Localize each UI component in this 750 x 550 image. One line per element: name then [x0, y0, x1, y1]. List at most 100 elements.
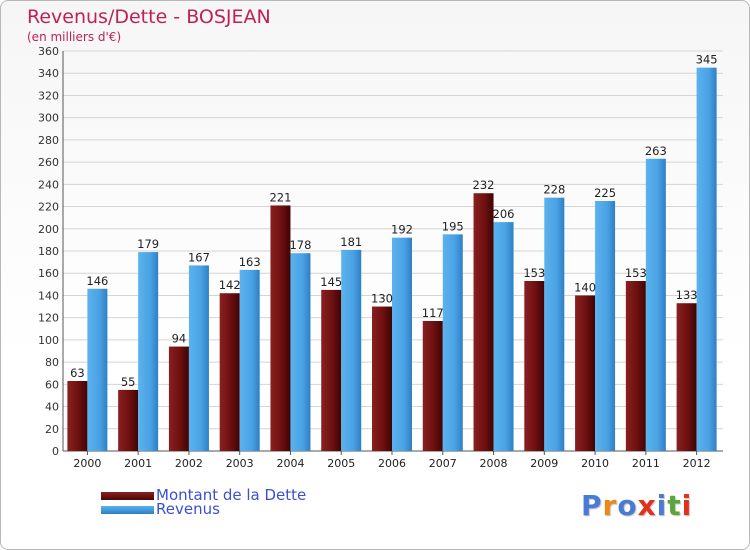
x-tick-label: 2003 — [226, 457, 254, 470]
data-label-debt: 94 — [172, 332, 187, 346]
x-tick-label: 2001 — [124, 457, 152, 470]
chart-subtitle: (en milliers d'€) — [27, 30, 122, 44]
bar-revenus — [239, 269, 260, 451]
logo-letter: r — [602, 489, 618, 522]
bar-debt — [524, 281, 545, 451]
bar-debt — [422, 321, 443, 451]
legend-label-revenus: Revenus — [156, 500, 220, 518]
x-tick-label: 2002 — [175, 457, 203, 470]
logo-letter: o — [617, 489, 638, 522]
bar-debt — [321, 289, 342, 451]
bar-revenus — [544, 197, 565, 451]
x-tick-label: 2005 — [327, 457, 355, 470]
chart-title: Revenus/Dette - BOSJEAN — [27, 6, 271, 28]
legend-swatch-debt — [101, 492, 154, 500]
y-tick-label: 240 — [38, 178, 59, 191]
data-label-revenus: 192 — [391, 223, 413, 237]
data-label-revenus: 146 — [86, 274, 108, 288]
bar-revenus — [188, 265, 209, 451]
bar-revenus — [87, 288, 108, 451]
data-label-revenus: 167 — [188, 250, 210, 264]
data-label-revenus: 181 — [340, 235, 362, 249]
logo-letter: i — [681, 489, 693, 522]
y-tick-label: 0 — [52, 445, 59, 458]
bar-debt — [168, 346, 189, 451]
data-label-debt: 140 — [574, 280, 596, 294]
data-label-debt: 55 — [121, 375, 136, 389]
bar-revenus — [645, 158, 666, 451]
logo-letter: t — [667, 489, 682, 522]
x-tick-label: 2008 — [480, 457, 508, 470]
bar-debt — [473, 193, 494, 451]
bar-debt — [67, 381, 88, 451]
data-label-debt: 232 — [473, 178, 495, 192]
data-label-revenus: 228 — [543, 183, 565, 197]
y-tick-label: 100 — [38, 334, 59, 347]
bar-debt — [219, 293, 240, 451]
bar-revenus — [341, 249, 362, 451]
bar-revenus — [595, 201, 616, 451]
x-tick-label: 2004 — [276, 457, 304, 470]
x-tick-label: 2000 — [73, 457, 101, 470]
x-tick-label: 2010 — [581, 457, 609, 470]
bar-revenus — [138, 252, 159, 451]
data-label-revenus: 263 — [645, 144, 667, 158]
data-label-debt: 221 — [269, 190, 291, 204]
y-tick-label: 280 — [38, 134, 59, 147]
bar-debt — [575, 295, 596, 451]
y-tick-label: 260 — [38, 156, 59, 169]
legend-swatch-revenus — [101, 506, 154, 514]
data-label-revenus: 163 — [239, 255, 261, 269]
y-tick-label: 60 — [45, 378, 59, 391]
data-label-revenus: 179 — [137, 237, 159, 251]
data-label-debt: 117 — [422, 306, 444, 320]
data-label-debt: 133 — [676, 288, 698, 302]
logo-letter: P — [581, 489, 603, 522]
bar-revenus — [392, 237, 412, 451]
data-label-debt: 145 — [320, 275, 342, 289]
bar-debt — [372, 306, 392, 451]
y-tick-label: 80 — [45, 356, 59, 369]
y-tick-label: 220 — [38, 201, 59, 214]
data-label-debt: 63 — [70, 366, 85, 380]
y-tick-label: 320 — [38, 89, 59, 102]
y-tick-label: 120 — [38, 312, 59, 325]
data-label-debt: 142 — [219, 278, 241, 292]
y-tick-label: 200 — [38, 223, 59, 236]
y-tick-label: 360 — [38, 45, 59, 58]
bar-debt — [118, 389, 139, 451]
data-label-revenus: 178 — [289, 238, 311, 252]
x-tick-label: 2011 — [632, 457, 660, 470]
bar-revenus — [442, 234, 463, 451]
data-label-revenus: 195 — [442, 219, 464, 233]
proxiti-logo: Proxiti — [581, 489, 692, 522]
data-label-revenus: 345 — [696, 53, 718, 67]
bar-revenus — [290, 253, 311, 451]
bar-debt — [676, 303, 697, 451]
x-tick-label: 2006 — [378, 457, 406, 470]
x-tick-label: 2012 — [683, 457, 711, 470]
x-tick-label: 2007 — [429, 457, 457, 470]
y-tick-label: 40 — [45, 401, 59, 414]
data-label-debt: 130 — [371, 292, 393, 306]
bar-debt — [270, 205, 291, 451]
x-tick-label: 2009 — [530, 457, 558, 470]
bar-revenus — [493, 222, 514, 451]
data-label-debt: 153 — [625, 266, 647, 280]
y-tick-label: 20 — [45, 423, 59, 436]
y-tick-label: 340 — [38, 67, 59, 80]
bar-debt — [625, 281, 646, 451]
y-tick-label: 160 — [38, 267, 59, 280]
logo-letter: x — [637, 489, 657, 522]
data-label-revenus: 225 — [594, 186, 616, 200]
logo-letter: i — [656, 489, 668, 522]
legend-label-debt: Montant de la Dette — [156, 486, 307, 504]
data-label-revenus: 206 — [493, 207, 515, 221]
data-label-debt: 153 — [523, 266, 545, 280]
y-tick-label: 180 — [38, 245, 59, 258]
y-tick-label: 140 — [38, 289, 59, 302]
y-tick-label: 300 — [38, 112, 59, 125]
bar-revenus — [696, 67, 717, 452]
